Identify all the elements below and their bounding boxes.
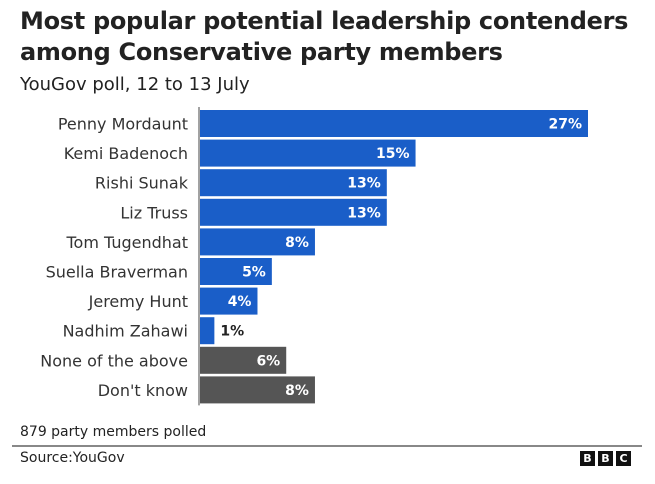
logo-letter: B <box>580 451 595 466</box>
bar <box>200 287 258 315</box>
source-label: Source:YouGov <box>20 450 125 466</box>
bar <box>200 258 272 285</box>
logo-letter: B <box>598 451 613 466</box>
value-label: 4% <box>228 294 252 310</box>
category-label: Suella Braverman <box>46 263 188 282</box>
category-label: Penny Mordaunt <box>58 115 188 134</box>
bar <box>200 110 588 137</box>
bbc-logo: B B C <box>580 451 631 466</box>
logo-letter: C <box>616 451 631 466</box>
value-label: 27% <box>548 117 582 133</box>
category-label: Tom Tugendhat <box>65 233 188 252</box>
category-label: None of the above <box>40 351 188 370</box>
value-label: 1% <box>220 324 244 340</box>
value-label: 13% <box>347 176 381 192</box>
value-label: 5% <box>242 265 266 281</box>
chart-subtitle: YouGov poll, 12 to 13 July <box>20 74 250 95</box>
bar <box>200 198 387 226</box>
footer-divider <box>12 445 642 447</box>
value-label: 8% <box>285 235 309 251</box>
category-label: Liz Truss <box>120 203 188 222</box>
category-label: Kemi Badenoch <box>64 144 188 163</box>
bar <box>200 228 315 256</box>
category-label: Nadhim Zahawi <box>63 322 188 341</box>
bar <box>200 376 315 404</box>
value-label: 15% <box>376 146 410 162</box>
bar <box>200 346 287 374</box>
category-label: Rishi Sunak <box>95 174 189 193</box>
chart-title: Most popular potential leadership conten… <box>20 7 629 66</box>
bar <box>200 169 387 197</box>
value-label: 13% <box>347 205 381 221</box>
value-label: 6% <box>256 353 280 369</box>
category-label: Jeremy Hunt <box>88 292 188 311</box>
bar <box>200 139 416 167</box>
sample-size-note: 879 party members polled <box>20 424 207 440</box>
bar <box>200 317 215 345</box>
category-label: Don't know <box>98 381 188 400</box>
value-label: 8% <box>285 383 309 399</box>
